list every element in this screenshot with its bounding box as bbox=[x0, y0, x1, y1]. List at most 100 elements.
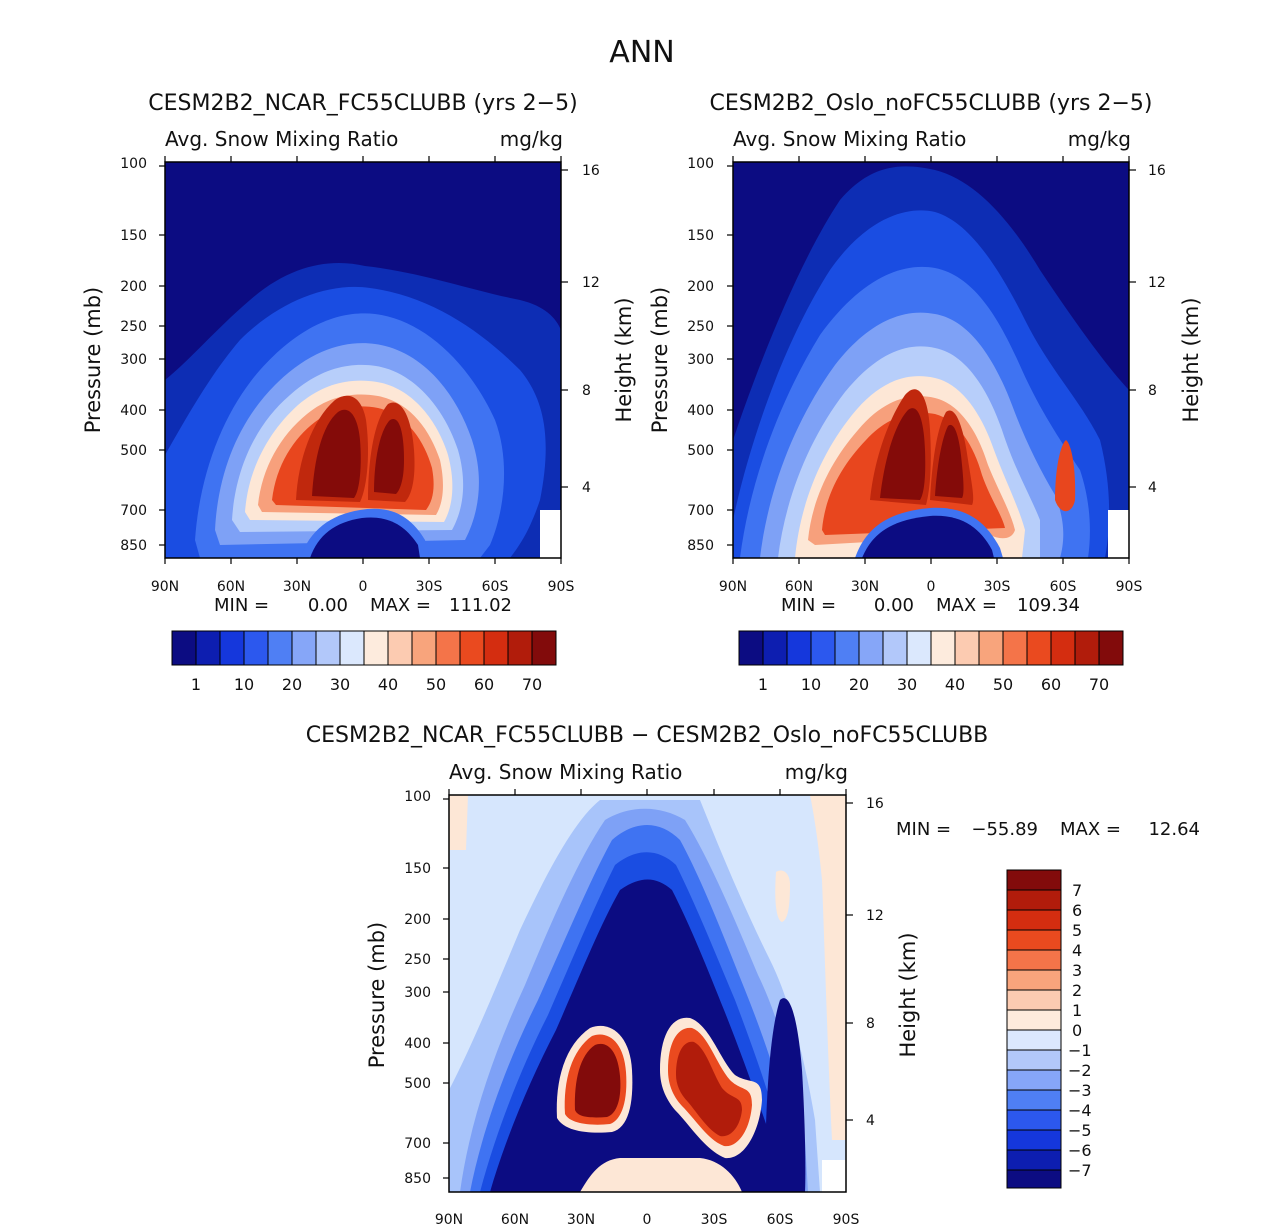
colorbar-bin bbox=[219, 630, 245, 666]
y-tick-label: 500 bbox=[404, 1076, 431, 1092]
min-value: 0.00 bbox=[874, 595, 914, 616]
contour-lower-positive bbox=[580, 1158, 742, 1192]
colorbar-bin bbox=[1006, 1169, 1062, 1189]
colorbar-bin bbox=[1006, 1149, 1062, 1171]
colorbar-bin bbox=[858, 630, 884, 666]
minmax-stats: MIN = −55.89 MAX = 12.64 bbox=[896, 819, 1200, 840]
colorbar-label: −5 bbox=[1068, 1121, 1092, 1140]
y-tick-label: 100 bbox=[404, 789, 431, 805]
contour-surface-mask bbox=[822, 1160, 846, 1192]
colorbar-label: −7 bbox=[1068, 1161, 1092, 1180]
colorbar-label: 70 bbox=[522, 675, 542, 694]
y2-axis-label: Height (km) bbox=[1179, 297, 1203, 422]
colorbar-bin bbox=[1006, 929, 1062, 951]
colorbar-bin bbox=[171, 630, 197, 666]
colorbar-label: 3 bbox=[1072, 961, 1082, 980]
x-tick-label: 0 bbox=[359, 579, 368, 595]
y2-axis-label: Height (km) bbox=[896, 932, 920, 1057]
y2-ticks: 16 12 8 4 bbox=[582, 163, 600, 496]
y-tick-label: 400 bbox=[120, 403, 147, 419]
variable-label: Avg. Snow Mixing Ratio bbox=[165, 127, 398, 151]
colorbar-bin bbox=[339, 630, 365, 666]
colorbar-bin bbox=[1050, 630, 1076, 666]
x-tick-label: 60N bbox=[217, 579, 245, 595]
colorbar-bin bbox=[1006, 1029, 1062, 1051]
min-label: MIN = bbox=[214, 595, 269, 616]
colorbar bbox=[1006, 869, 1062, 1189]
colorbar-labels: 1 10 20 30 40 50 60 70 bbox=[758, 675, 1109, 694]
colorbar-bin bbox=[483, 630, 509, 666]
y-tick-label: 150 bbox=[120, 228, 147, 244]
contour-plot bbox=[733, 162, 1129, 558]
panel-difference: CESM2B2_NCAR_FC55CLUBB − CESM2B2_Oslo_no… bbox=[306, 723, 1200, 1228]
colorbar-bin bbox=[1006, 889, 1062, 911]
contour-right-column bbox=[765, 998, 806, 1192]
y2-tick-label: 12 bbox=[1148, 275, 1166, 291]
y-tick-label: 250 bbox=[120, 319, 147, 335]
y2-tick-label: 8 bbox=[866, 1016, 875, 1032]
colorbar-bin bbox=[315, 630, 341, 666]
y2-tick-label: 4 bbox=[1148, 480, 1157, 496]
colorbar-label: 10 bbox=[801, 675, 821, 694]
colorbar-bin bbox=[435, 630, 461, 666]
colorbar-label: 50 bbox=[426, 675, 446, 694]
colorbar-label: 4 bbox=[1072, 941, 1082, 960]
colorbar-label: 60 bbox=[474, 675, 494, 694]
y-tick-label: 850 bbox=[687, 538, 714, 554]
colorbar-bin bbox=[1026, 630, 1052, 666]
colorbar-label: −4 bbox=[1068, 1101, 1092, 1120]
y-tick-label: 300 bbox=[687, 352, 714, 368]
colorbar-label: −6 bbox=[1068, 1141, 1092, 1160]
x-tick-label: 60S bbox=[1050, 579, 1077, 595]
contour-positive-corner-left bbox=[449, 795, 468, 850]
min-value: 0.00 bbox=[308, 595, 348, 616]
colorbar-bin bbox=[1006, 1069, 1062, 1091]
contour-positive-left-core bbox=[574, 1043, 621, 1118]
panel-title: CESM2B2_Oslo_noFC55CLUBB (yrs 2−5) bbox=[710, 91, 1153, 116]
contour-positive-corner-right bbox=[810, 795, 846, 1140]
variable-label: Avg. Snow Mixing Ratio bbox=[733, 127, 966, 151]
contour-surface-mask bbox=[540, 510, 561, 558]
colorbar-label: 6 bbox=[1072, 901, 1082, 920]
colorbar-bin bbox=[1098, 630, 1124, 666]
minmax-stats: MIN = 0.00 MAX = 111.02 bbox=[214, 595, 512, 616]
y-tick-label: 250 bbox=[687, 319, 714, 335]
y2-ticks: 16 12 8 4 bbox=[866, 796, 884, 1129]
x-tick-label: 90N bbox=[151, 579, 179, 595]
tick-marks bbox=[159, 156, 568, 564]
x-tick-label: 30N bbox=[567, 1212, 595, 1228]
x-tick-label: 60N bbox=[501, 1212, 529, 1228]
colorbar-label: 0 bbox=[1072, 1021, 1082, 1040]
colorbar-bin bbox=[882, 630, 908, 666]
tick-marks bbox=[727, 156, 1136, 564]
x-ticks: 90N 60N 30N 0 30S 60S 90S bbox=[719, 579, 1143, 595]
y-tick-label: 700 bbox=[404, 1136, 431, 1152]
panel-title: CESM2B2_NCAR_FC55CLUBB − CESM2B2_Oslo_no… bbox=[306, 723, 989, 748]
x-tick-label: 30S bbox=[416, 579, 443, 595]
max-label: MAX = bbox=[1060, 819, 1121, 840]
x-tick-label: 90S bbox=[548, 579, 575, 595]
x-tick-label: 90S bbox=[1116, 579, 1143, 595]
y2-tick-label: 16 bbox=[866, 796, 884, 812]
colorbar bbox=[738, 630, 1124, 666]
y2-tick-label: 8 bbox=[582, 383, 591, 399]
colorbar-labels: 7 6 5 4 3 2 1 0 −1 −2 −3 −4 −5 −6 −7 bbox=[1068, 881, 1092, 1180]
colorbar-bin bbox=[954, 630, 980, 666]
min-value: −55.89 bbox=[971, 819, 1038, 840]
y-tick-label: 500 bbox=[120, 443, 147, 459]
y-tick-label: 850 bbox=[120, 538, 147, 554]
contour-positive-right-core bbox=[676, 1041, 742, 1137]
colorbar bbox=[171, 630, 557, 666]
y-axis-label: Pressure (mb) bbox=[81, 287, 105, 434]
colorbar-bin bbox=[1006, 1089, 1062, 1111]
x-tick-label: 90N bbox=[435, 1212, 463, 1228]
contour-lower-zero bbox=[862, 515, 994, 558]
y-axis-label: Pressure (mb) bbox=[648, 287, 672, 434]
colorbar-bin bbox=[1006, 1009, 1062, 1031]
y2-tick-label: 12 bbox=[866, 908, 884, 924]
y-tick-label: 250 bbox=[404, 952, 431, 968]
y2-tick-label: 8 bbox=[1148, 383, 1157, 399]
contour-lower-zero bbox=[310, 517, 420, 558]
units-label: mg/kg bbox=[785, 760, 848, 784]
